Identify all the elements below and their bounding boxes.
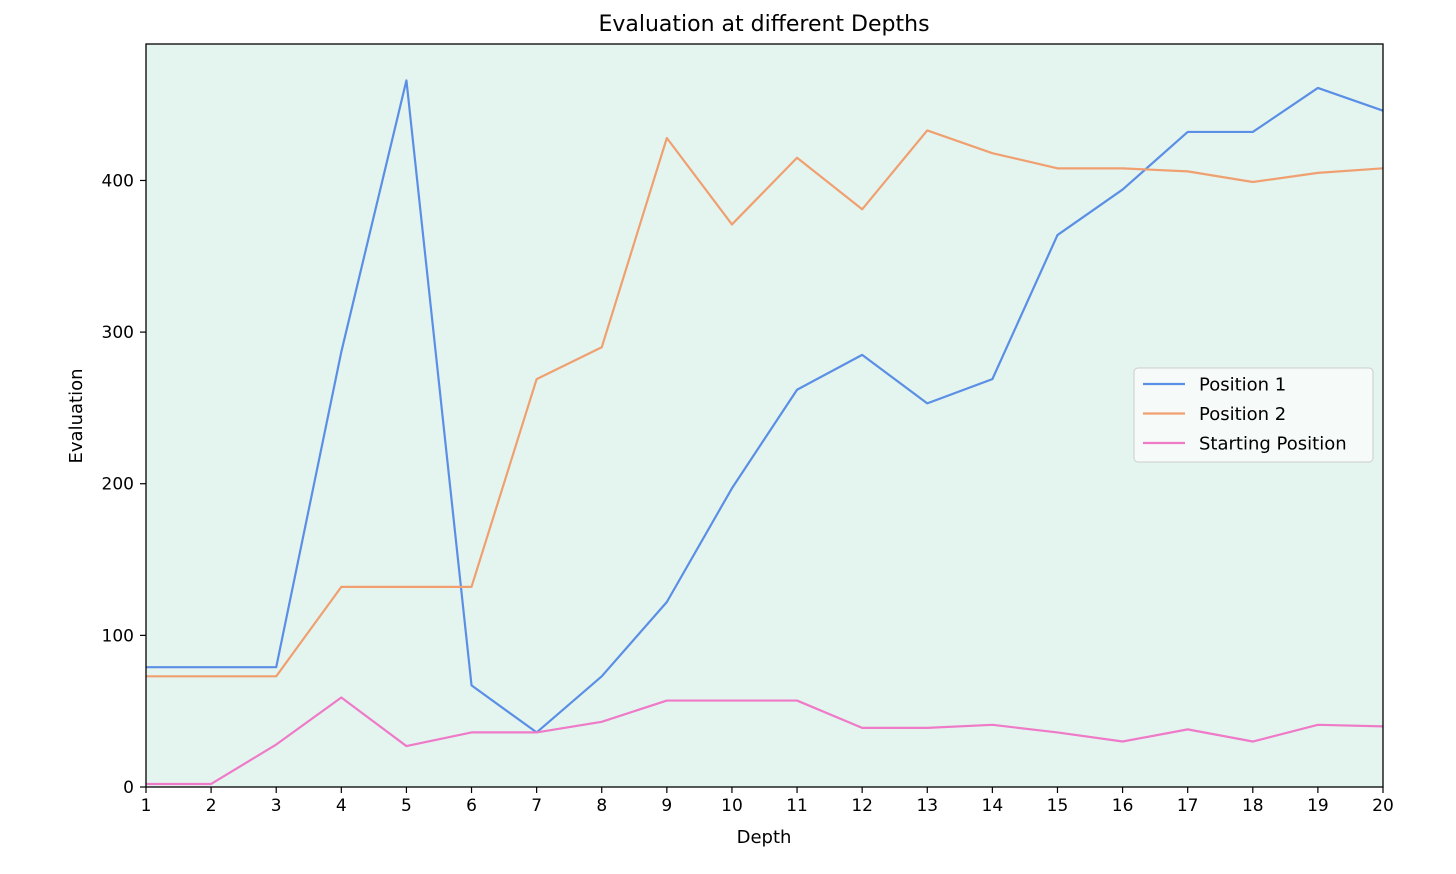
plot-frame (145, 43, 1384, 788)
series-line-1 (146, 79, 1384, 734)
y-tick-label: 0 (123, 778, 134, 798)
y-tick-label: 200 (102, 475, 134, 495)
x-axis-label: Depth (737, 827, 792, 848)
y-axis-label: Evaluation (66, 369, 87, 464)
series-line-2 (146, 129, 1384, 678)
x-tick-label: 20 (1372, 796, 1394, 816)
y-tick-label: 100 (102, 626, 134, 646)
legend-entry-label: Starting Position (1199, 434, 1347, 455)
x-tick-label: 6 (466, 796, 477, 816)
x-tick-label: 11 (786, 796, 808, 816)
x-tick-label: 1 (141, 796, 152, 816)
x-tick-label: 13 (916, 796, 938, 816)
x-tick-label: 19 (1307, 796, 1329, 816)
x-tick-label: 18 (1242, 796, 1264, 816)
y-tick-label: 300 (102, 323, 134, 343)
x-tick-label: 2 (206, 796, 217, 816)
y-axis: 0 100 200 300 400 (102, 171, 146, 798)
x-tick-label: 7 (531, 796, 542, 816)
x-tick-label: 5 (401, 796, 412, 816)
y-tick-label: 400 (102, 171, 134, 191)
x-tick-label: 3 (271, 796, 282, 816)
x-tick-label: 9 (661, 796, 672, 816)
x-tick-label: 16 (1112, 796, 1134, 816)
chart-title: Evaluation at different Depths (598, 12, 929, 37)
series-line-3 (146, 696, 1384, 786)
x-tick-label: 8 (596, 796, 607, 816)
x-tick-label: 12 (851, 796, 873, 816)
series-layer (146, 79, 1384, 786)
x-tick-label: 15 (1047, 796, 1069, 816)
legend-box (1133, 367, 1374, 463)
legend-entry-label: Position 2 (1199, 404, 1286, 425)
legend-entry-label: Position 1 (1199, 375, 1286, 396)
x-axis: 1 2 3 4 5 6 7 8 9 10 11 12 13 14 15 16 17 18 19 20 (141, 787, 1394, 816)
x-tick-label: 14 (982, 796, 1004, 816)
x-tick-label: 4 (336, 796, 347, 816)
legend: Position 1 Position 2 Starting Position (1133, 367, 1374, 463)
x-tick-label: 17 (1177, 796, 1199, 816)
x-tick-label: 10 (721, 796, 743, 816)
